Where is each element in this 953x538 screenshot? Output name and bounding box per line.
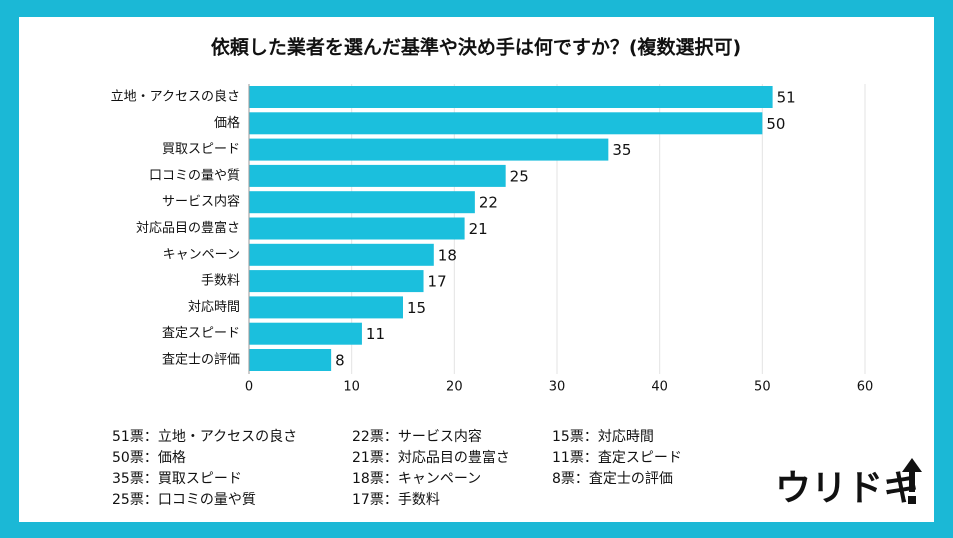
bar (249, 164, 506, 187)
bar (249, 138, 609, 161)
note: 17票：手数料 (352, 492, 440, 508)
bar (249, 86, 773, 108)
note: 18票：キャンペーン (352, 471, 481, 487)
note: 15票：対応時間 (552, 429, 654, 445)
value-label: 21 (469, 220, 488, 238)
bar (249, 296, 403, 319)
note: 11票：査定スピード (552, 450, 682, 466)
bar (249, 322, 362, 345)
note: 8票：査定士の評価 (552, 471, 673, 487)
y-tick-label: 査定士の評価 (162, 353, 240, 368)
y-tick-label: 立地・アクセスの良さ (111, 89, 240, 105)
value-label: 50 (766, 115, 785, 133)
arrow-dot (908, 496, 916, 504)
value-label: 8 (335, 352, 345, 370)
bar (249, 349, 332, 371)
bar (249, 112, 763, 135)
value-label: 51 (777, 89, 796, 107)
y-tick-label: 査定スピード (162, 326, 240, 341)
note: 25票：口コミの量や質 (112, 492, 256, 508)
y-tick-label: 対応品目の豊富さ (136, 220, 240, 236)
y-tick-label: 口コミの量や質 (149, 168, 240, 183)
logo-arrow (902, 458, 922, 504)
y-tick-label: 価格 (214, 115, 240, 131)
y-tick-label: 買取スピード (162, 142, 240, 157)
value-label: 17 (428, 273, 447, 291)
note: 22票：サービス内容 (352, 428, 482, 445)
x-tick-label: 0 (245, 380, 253, 395)
bar (249, 217, 465, 240)
chart-title: 依頼した業者を選んだ基準や決め手は何ですか？(複数選択可) (211, 36, 741, 59)
bar (249, 191, 475, 214)
note: 21票：対応品目の豊富さ (352, 449, 510, 466)
note: 35票：買取スピード (112, 471, 242, 487)
y-tick-label: 対応時間 (188, 300, 240, 315)
value-label: 18 (438, 246, 457, 264)
arrow-icon (902, 458, 922, 492)
x-tick-label: 40 (651, 380, 668, 395)
value-label: 11 (366, 325, 385, 343)
x-tick-label: 60 (857, 380, 874, 395)
x-tick-label: 50 (754, 380, 771, 395)
value-label: 22 (479, 194, 498, 212)
y-tick-label: サービス内容 (162, 194, 240, 210)
logo: ウリドキ (775, 468, 919, 509)
x-tick-label: 30 (549, 380, 566, 395)
note: 50票：価格 (112, 450, 186, 466)
y-tick-label: キャンペーン (163, 247, 240, 262)
note: 51票：立地・アクセスの良さ (112, 429, 297, 445)
bar (249, 270, 424, 293)
x-tick-label: 10 (343, 380, 360, 395)
y-tick-label: 手数料 (201, 274, 240, 289)
value-label: 15 (407, 299, 426, 317)
value-label: 35 (612, 141, 631, 159)
x-tick-label: 20 (446, 380, 463, 395)
value-label: 25 (510, 167, 529, 185)
bar (249, 243, 434, 266)
